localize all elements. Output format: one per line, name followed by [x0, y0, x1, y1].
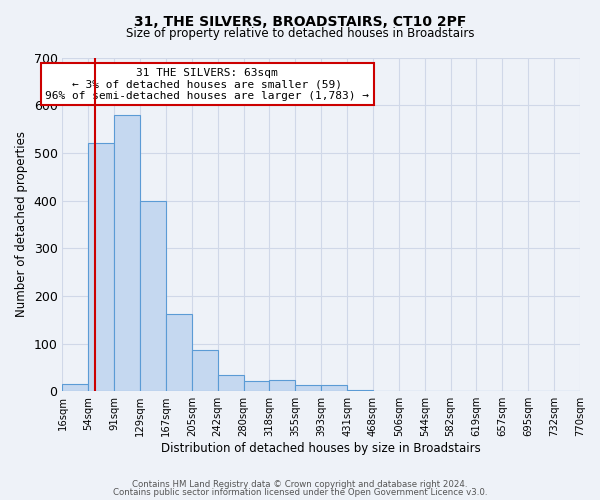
Text: Size of property relative to detached houses in Broadstairs: Size of property relative to detached ho… [126, 28, 474, 40]
Text: Contains public sector information licensed under the Open Government Licence v3: Contains public sector information licen… [113, 488, 487, 497]
Bar [166, 314, 192, 391]
Text: 31, THE SILVERS, BROADSTAIRS, CT10 2PF: 31, THE SILVERS, BROADSTAIRS, CT10 2PF [134, 15, 466, 29]
Bar [347, 390, 373, 391]
Bar [244, 380, 269, 391]
Bar [62, 384, 88, 391]
Bar [88, 144, 114, 391]
Bar [269, 380, 295, 391]
Bar [321, 386, 347, 391]
Bar [114, 114, 140, 391]
Bar [218, 374, 244, 391]
X-axis label: Distribution of detached houses by size in Broadstairs: Distribution of detached houses by size … [161, 442, 481, 455]
Text: 31 THE SILVERS: 63sqm
← 3% of detached houses are smaller (59)
96% of semi-detac: 31 THE SILVERS: 63sqm ← 3% of detached h… [46, 68, 370, 100]
Y-axis label: Number of detached properties: Number of detached properties [15, 132, 28, 318]
Text: Contains HM Land Registry data © Crown copyright and database right 2024.: Contains HM Land Registry data © Crown c… [132, 480, 468, 489]
Bar [295, 386, 321, 391]
Bar [192, 350, 218, 391]
Bar [140, 200, 166, 391]
